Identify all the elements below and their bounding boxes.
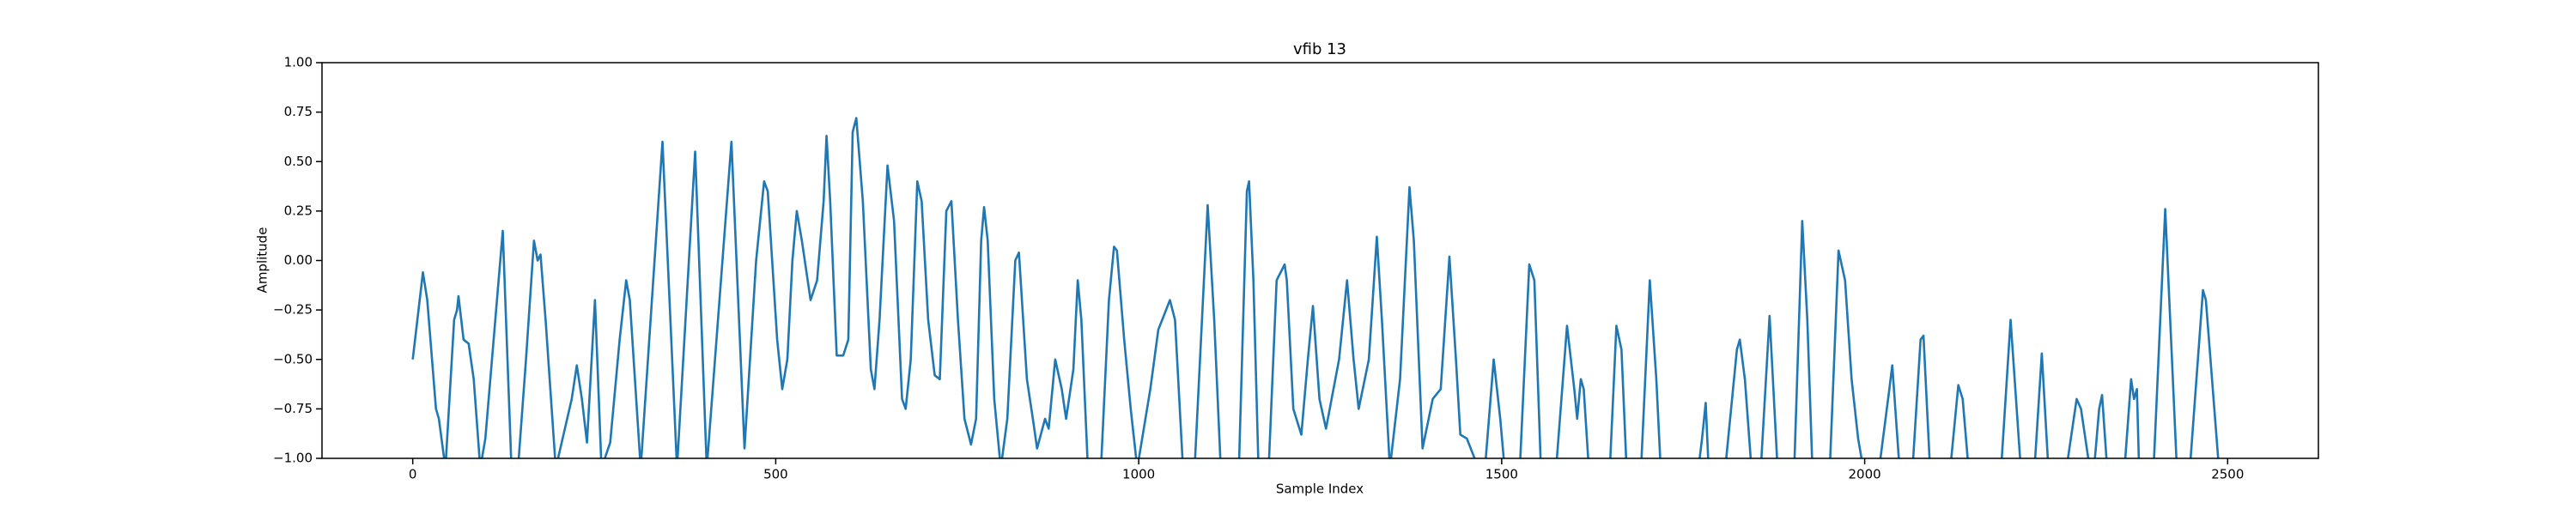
signal-line xyxy=(411,117,2220,458)
y-tick-label: 0.25 xyxy=(284,203,313,218)
x-tick-label: 2500 xyxy=(2211,467,2244,482)
x-tick-label: 1500 xyxy=(1485,467,1518,482)
y-tick-label: −0.25 xyxy=(273,302,313,318)
y-axis-label: Amplitude xyxy=(255,227,270,294)
y-tick-label: 1.00 xyxy=(284,55,313,70)
y-tick-label: −1.00 xyxy=(273,451,313,466)
y-tick-label: 0.75 xyxy=(284,104,313,119)
x-tick-label: 2000 xyxy=(1848,467,1880,482)
y-tick-label: 0.00 xyxy=(284,252,313,268)
y-tick-label: −0.75 xyxy=(273,401,313,416)
chart-title: vfib 13 xyxy=(1293,40,1346,58)
x-tick-label: 500 xyxy=(763,467,788,482)
y-tick-label: 0.50 xyxy=(284,154,313,169)
x-tick-label: 0 xyxy=(409,467,417,482)
x-axis-label: Sample Index xyxy=(1276,482,1364,497)
x-tick-label: 1000 xyxy=(1122,467,1155,482)
y-tick-label: −0.50 xyxy=(273,351,313,367)
